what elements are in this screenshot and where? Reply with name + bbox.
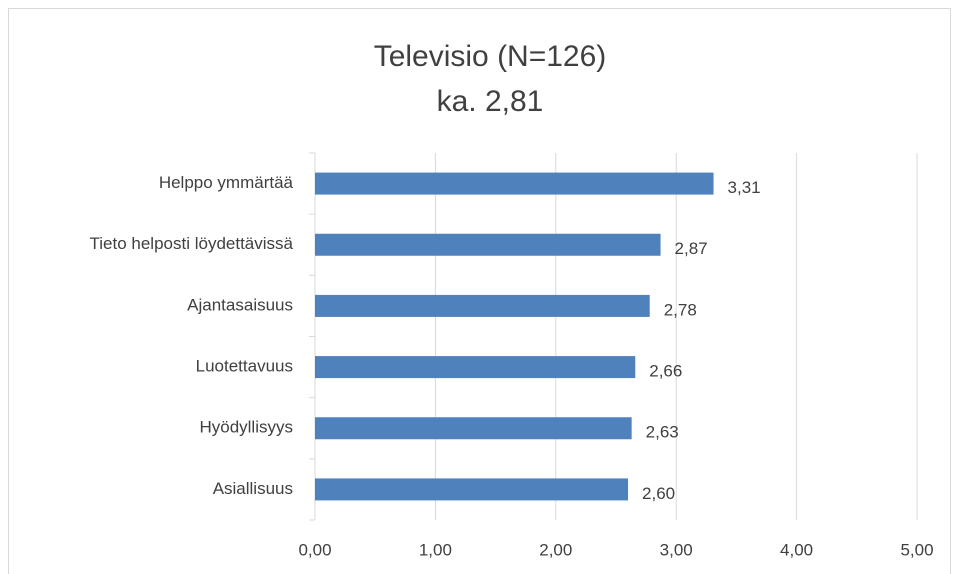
chart-subtitle: ka. 2,81 xyxy=(437,85,544,118)
x-tick-label: 2,00 xyxy=(539,540,572,559)
x-tick-label: 5,00 xyxy=(900,540,933,559)
y-tick-label: Tieto helposti löydettävissä xyxy=(90,234,294,253)
y-tick-label: Hyödyllisyys xyxy=(199,418,293,437)
bar xyxy=(315,417,632,440)
x-tick-label: 4,00 xyxy=(780,540,813,559)
bar xyxy=(315,478,629,501)
data-label: 3,31 xyxy=(728,178,761,197)
bar xyxy=(315,233,661,256)
chart-title: Televisio (N=126) xyxy=(374,40,607,73)
bar xyxy=(315,294,650,317)
bar xyxy=(315,356,636,379)
data-label: 2,60 xyxy=(642,484,675,503)
data-label: 2,66 xyxy=(649,362,682,381)
bar xyxy=(315,172,714,195)
y-tick-label: Helppo ymmärtää xyxy=(159,173,294,192)
x-tick-label: 1,00 xyxy=(419,540,452,559)
x-tick-label: 0,00 xyxy=(298,540,331,559)
data-label: 2,87 xyxy=(675,239,708,258)
y-tick-label: Ajantasaisuus xyxy=(187,295,293,314)
y-tick-label: Asiallisuus xyxy=(213,479,293,498)
x-tick-label: 3,00 xyxy=(660,540,693,559)
data-label: 2,78 xyxy=(664,300,697,319)
data-label: 2,63 xyxy=(646,423,679,442)
y-tick-label: Luotettavuus xyxy=(196,357,293,376)
